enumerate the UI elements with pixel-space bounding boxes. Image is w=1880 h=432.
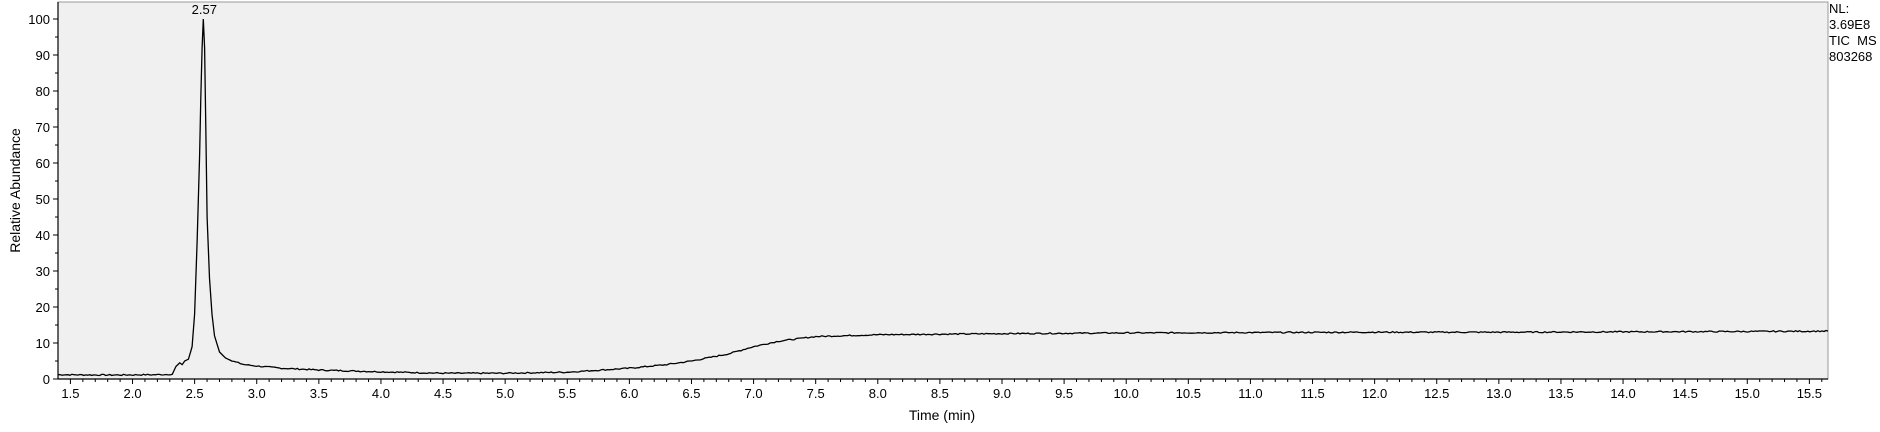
x-tick-label: 12.5 xyxy=(1424,386,1449,401)
nl-label: NL: xyxy=(1829,1,1850,16)
x-tick-label: 5.0 xyxy=(496,386,514,401)
plot-area xyxy=(57,1,1829,380)
y-tick-label: 60 xyxy=(36,156,50,171)
x-tick-label: 11.5 xyxy=(1300,386,1324,401)
x-axis-title: Time (min) xyxy=(909,407,975,423)
x-tick-label: 2.0 xyxy=(123,386,141,401)
nl-value: 3.69E8 xyxy=(1829,17,1871,32)
x-tick-label: 7.0 xyxy=(745,386,763,401)
x-tick-label: 15.5 xyxy=(1797,386,1822,401)
x-tick-label: 2.5 xyxy=(186,386,204,401)
x-tick-label: 14.0 xyxy=(1610,386,1635,401)
y-tick-label: 90 xyxy=(36,48,50,63)
x-tick-label: 13.0 xyxy=(1486,386,1511,401)
x-tick-label: 10.5 xyxy=(1176,386,1201,401)
x-tick-label: 13.5 xyxy=(1548,386,1573,401)
x-tick-label: 4.0 xyxy=(372,386,390,401)
y-axis-ticks: 0 10 20 30 40 50 60 70 80 90 100 xyxy=(28,12,58,387)
y-tick-label: 0 xyxy=(43,372,50,387)
sample-id: 803268 xyxy=(1829,49,1873,64)
x-tick-label: 12.0 xyxy=(1362,386,1387,401)
y-tick-label: 20 xyxy=(36,300,50,315)
x-tick-label: 4.5 xyxy=(434,386,452,401)
y-tick-label: 40 xyxy=(36,228,50,243)
chromatogram-trace xyxy=(57,18,1829,377)
x-tick-label: 8.0 xyxy=(869,386,887,401)
x-tick-label: 14.5 xyxy=(1673,386,1698,401)
x-tick-label: 5.5 xyxy=(558,386,576,401)
y-tick-label: 30 xyxy=(36,264,50,279)
scan-filter-label: TIC MS xyxy=(1829,33,1877,48)
x-tick-label: 8.5 xyxy=(931,386,949,401)
x-tick-label: 3.0 xyxy=(248,386,266,401)
x-tick-label: 6.5 xyxy=(682,386,700,401)
x-tick-label: 10.0 xyxy=(1114,386,1139,401)
x-axis-ticks: 1.5 2.0 2.5 3.0 3.5 4.0 4.5 5.0 5.5 6.0 6.5 7.0 7.5 8… xyxy=(61,379,1823,401)
x-tick-label: 1.5 xyxy=(61,386,79,401)
x-tick-label: 11.0 xyxy=(1238,386,1262,401)
x-tick-label: 6.0 xyxy=(620,386,638,401)
x-tick-label: 9.5 xyxy=(1055,386,1073,401)
x-tick-label: 9.0 xyxy=(993,386,1011,401)
peak-label: 2.57 xyxy=(192,2,217,17)
x-tick-label: 3.5 xyxy=(310,386,328,401)
y-tick-label: 100 xyxy=(28,12,50,27)
y-axis-title: Relative Abundance xyxy=(7,128,23,253)
normalization-info: NL: 3.69E8 TIC MS 803268 xyxy=(1829,1,1877,65)
y-tick-label: 10 xyxy=(36,336,50,351)
y-tick-label: 80 xyxy=(36,84,50,99)
x-tick-label: 15.0 xyxy=(1735,386,1760,401)
y-tick-label: 70 xyxy=(36,120,50,135)
x-tick-label: 7.5 xyxy=(807,386,825,401)
y-tick-label: 50 xyxy=(36,192,50,207)
